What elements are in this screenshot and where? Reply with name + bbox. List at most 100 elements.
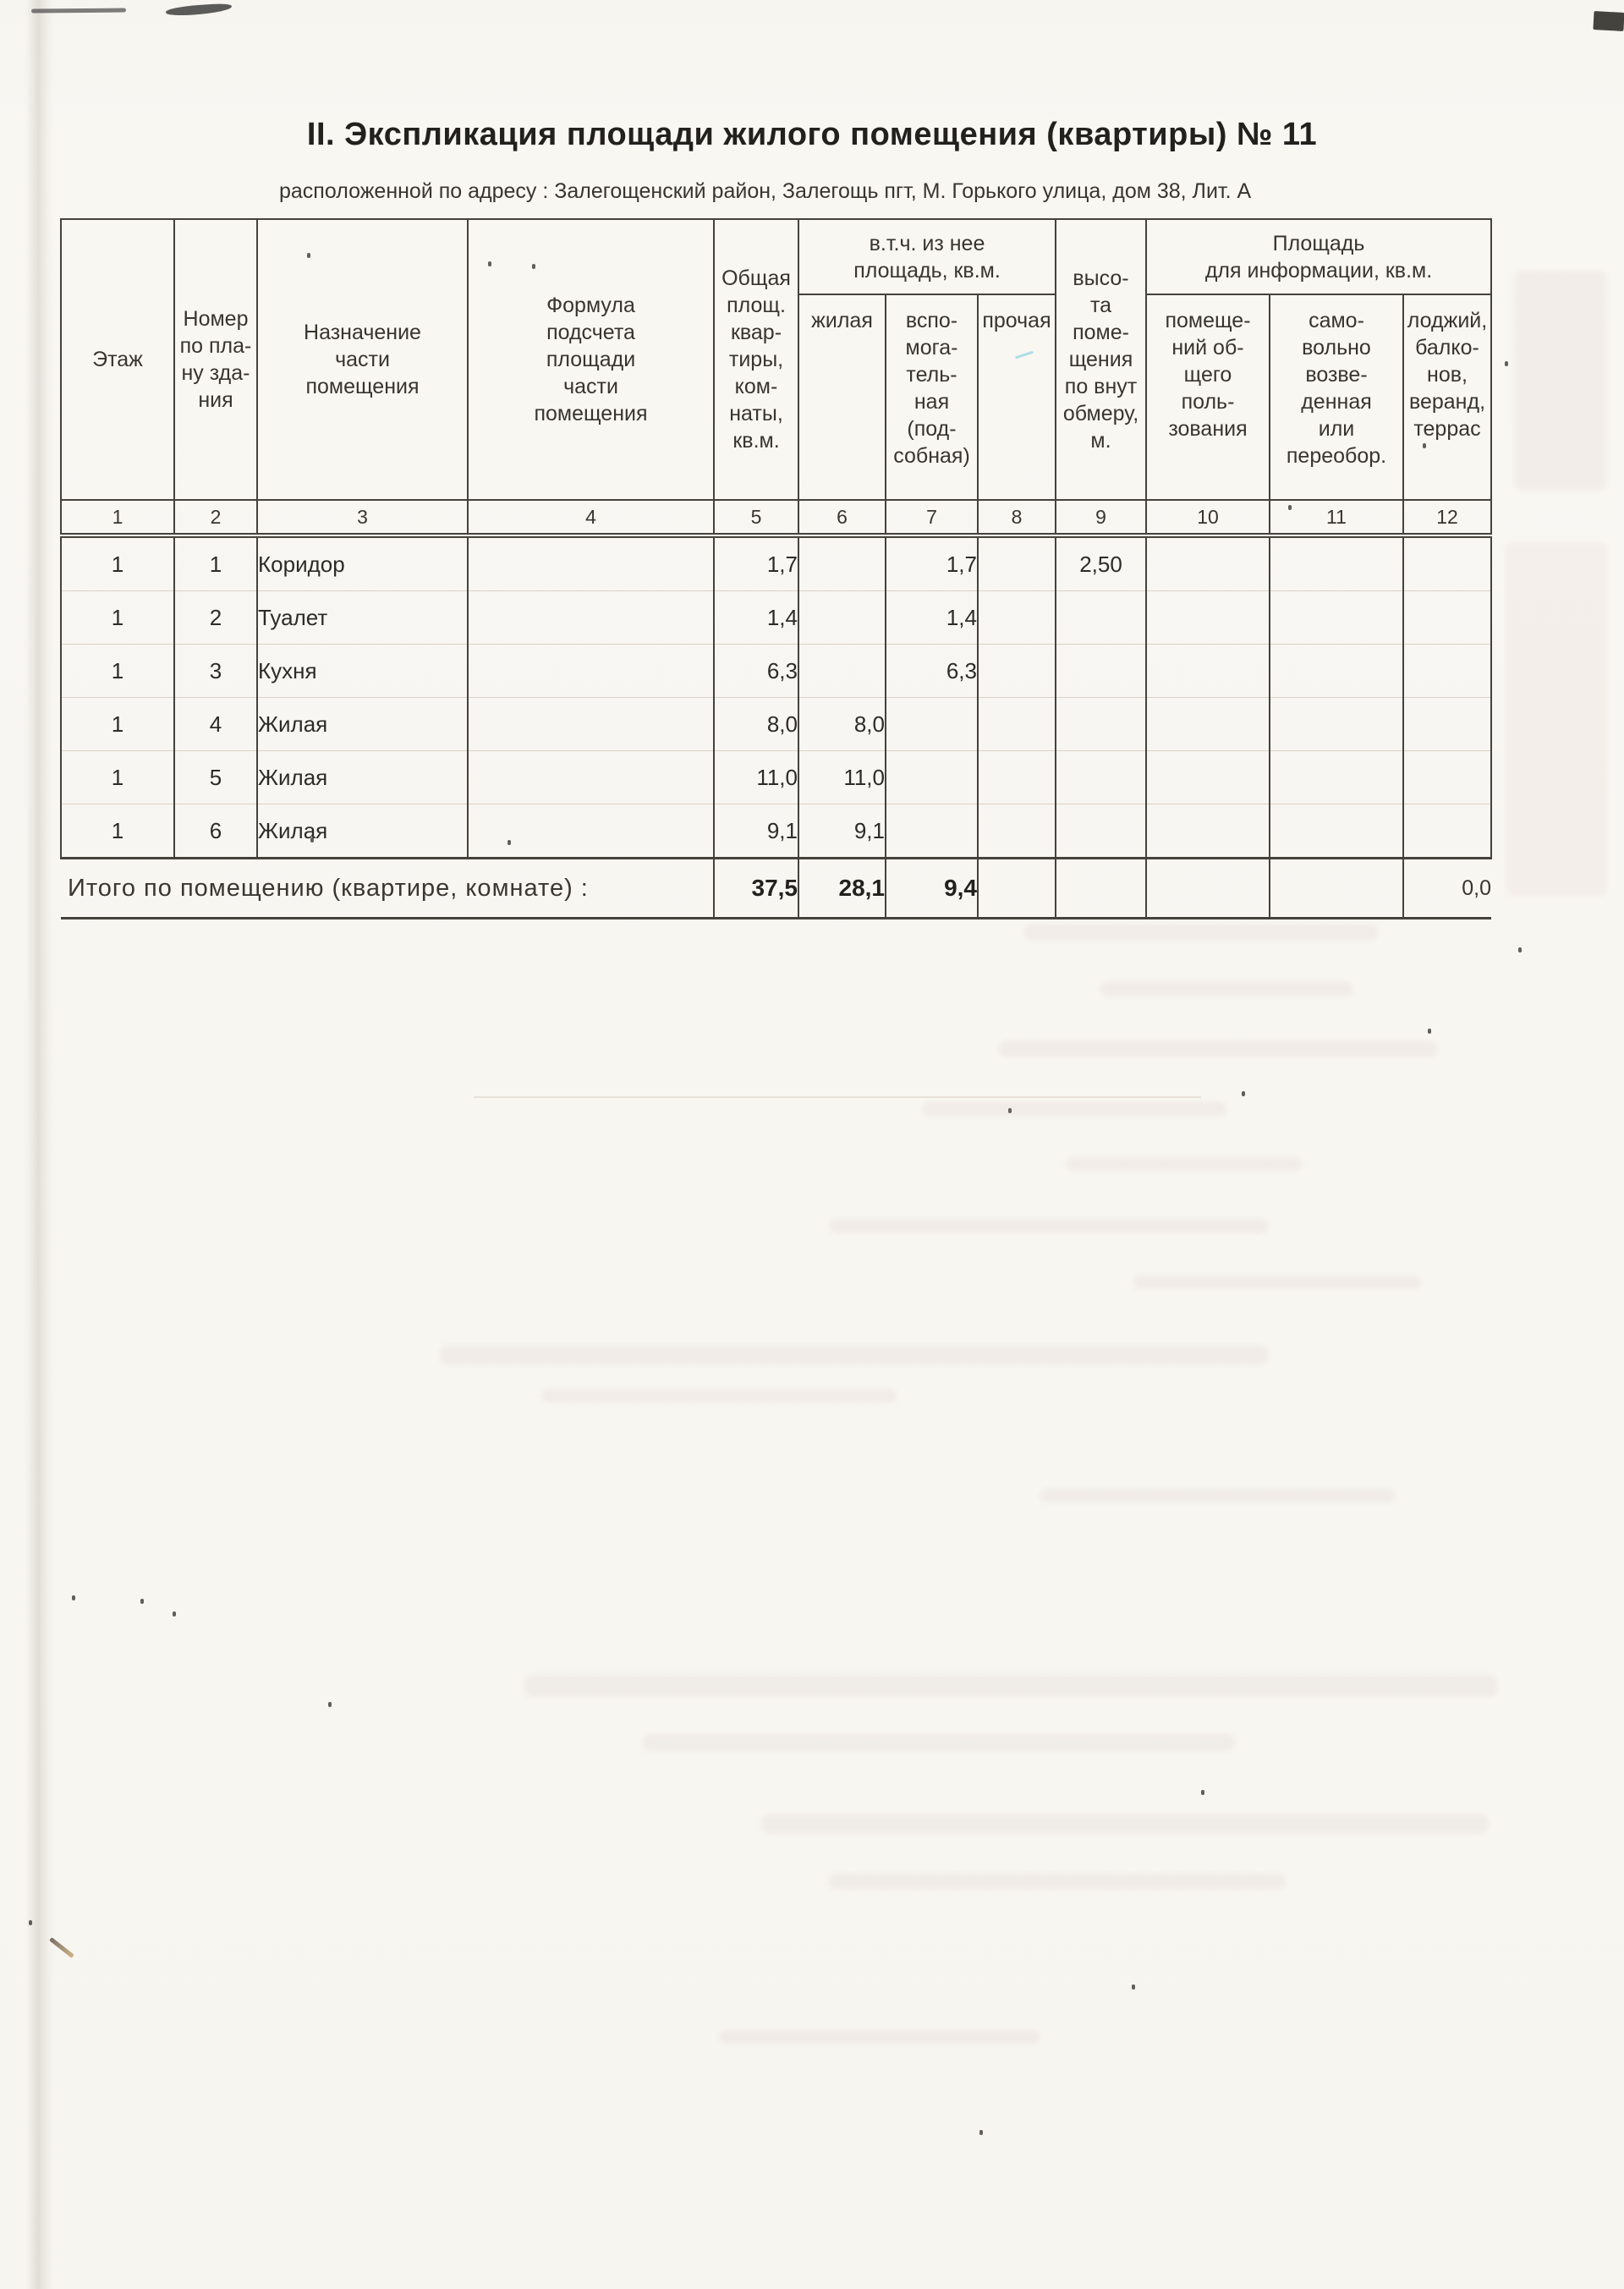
cell-common-use: [1145, 697, 1270, 751]
totals-auxiliary: 9,4: [885, 857, 979, 919]
totals-height: [1055, 857, 1147, 919]
cell-height: [1055, 644, 1147, 698]
header-formula: Формула подсчета площади части помещения: [467, 218, 715, 501]
header-purpose: Назначение части помещения: [256, 218, 469, 501]
cell-total-area: 9,1: [713, 804, 799, 859]
cell-formula: [467, 697, 715, 751]
cell-formula: [467, 590, 715, 645]
totals-label: Итого по помещению (квартире, комнате) :: [61, 857, 715, 919]
bleed-through-artifact: [719, 2030, 1040, 2044]
cell-purpose: Жилая: [256, 804, 469, 859]
table-row: 1 1 Коридор 1,7 1,7 2,50: [60, 535, 1493, 591]
cell-living: [798, 535, 886, 591]
ink-speck: [979, 2130, 983, 2135]
column-number: 4: [467, 499, 715, 538]
bleed-through-artifact: [1023, 924, 1379, 941]
cell-living: [798, 590, 886, 645]
bleed-through-artifact: [1100, 981, 1353, 996]
cell-purpose: Туалет: [256, 590, 469, 645]
cell-unauthorized: [1269, 804, 1404, 859]
cell-other: [977, 697, 1056, 751]
bleed-through-artifact: [922, 1101, 1226, 1117]
cell-floor: 1: [60, 750, 175, 804]
ink-speck: [140, 1599, 144, 1604]
bleed-through-artifact: [1066, 1157, 1303, 1171]
bleed-through-artifact: [524, 1675, 1497, 1697]
ink-speck: [488, 261, 491, 266]
cell-common-use: [1145, 535, 1270, 591]
table-row: 1 6 Жилая 9,1 9,1: [60, 804, 1493, 859]
cell-purpose: Кухня: [256, 644, 469, 698]
ink-speck: [310, 837, 314, 843]
cell-balconies: [1402, 804, 1493, 859]
ink-speck: [1132, 1984, 1135, 1990]
scan-edge-line: [30, 8, 127, 14]
ink-speck: [1423, 443, 1426, 448]
header-group-including: в.т.ч. из нее площадь, кв.м.: [798, 218, 1056, 295]
column-number: 2: [173, 499, 258, 538]
cell-floor: 1: [60, 804, 175, 859]
cell-unauthorized: [1269, 644, 1404, 698]
column-number: 9: [1055, 499, 1147, 538]
cell-total-area: 11,0: [713, 750, 799, 804]
cell-other: [977, 750, 1056, 804]
header-auxiliary: вспо- мога- тель- ная (под- собная): [885, 294, 979, 501]
explication-table: Этаж Номер по пла- ну зда- ния Назначени…: [60, 218, 1493, 919]
cell-floor: 1: [60, 590, 175, 645]
cell-living: [798, 644, 886, 698]
cell-height: 2,50: [1055, 535, 1147, 591]
cell-plan-number: 5: [173, 750, 258, 804]
cell-purpose: Жилая: [256, 697, 469, 751]
cell-balconies: [1402, 590, 1493, 645]
ink-speck: [29, 1920, 32, 1925]
cell-auxiliary: [885, 697, 979, 751]
cell-auxiliary: [885, 750, 979, 804]
header-balconies: лоджий, балко- нов, веранд, террас: [1402, 294, 1493, 501]
cell-other: [977, 644, 1056, 698]
ink-speck: [173, 1611, 176, 1617]
cell-living: 9,1: [798, 804, 886, 859]
cell-common-use: [1145, 804, 1270, 859]
header-group-info-area: Площадь для информации, кв.м.: [1144, 218, 1493, 295]
cell-other: [977, 590, 1056, 645]
cell-living: 11,0: [798, 750, 886, 804]
cell-total-area: 6,3: [713, 644, 799, 698]
ink-speck: [1505, 361, 1508, 366]
cell-floor: 1: [60, 644, 175, 698]
ink-speck: [1288, 505, 1292, 510]
header-unauthorized: само- вольно возве- денная или переобор.: [1269, 294, 1404, 501]
totals-common-use: [1145, 857, 1270, 919]
header-plan-number: Номер по пла- ну зда- ния: [173, 218, 258, 501]
cell-formula: [467, 750, 715, 804]
cell-unauthorized: [1269, 697, 1404, 751]
ink-speck: [532, 264, 535, 269]
ink-speck: [1201, 1790, 1204, 1795]
totals-unauthorized: [1269, 857, 1404, 919]
ink-speck: [1242, 1091, 1245, 1096]
header-height: высо- та поме- щения по внут обмеру, м.: [1055, 218, 1147, 501]
cell-auxiliary: 1,7: [885, 535, 979, 591]
page-subtitle: расположенной по адресу : Залегощенский …: [279, 179, 1252, 203]
cell-formula: [467, 804, 715, 859]
table-row: 1 5 Жилая 11,0 11,0: [60, 750, 1493, 804]
ink-speck: [1008, 1108, 1012, 1113]
column-number: 1: [60, 499, 175, 538]
bleed-through-artifact: [1514, 271, 1607, 491]
cell-balconies: [1402, 535, 1493, 591]
totals-other: [977, 857, 1056, 919]
cell-height: [1055, 590, 1147, 645]
cell-balconies: [1402, 750, 1493, 804]
paper-crease: [474, 1096, 1201, 1098]
bleed-through-artifact: [1506, 541, 1607, 897]
column-number: 10: [1145, 499, 1270, 538]
bleed-through-artifact: [761, 1814, 1489, 1833]
cell-common-use: [1145, 750, 1270, 804]
cell-plan-number: 1: [173, 535, 258, 591]
cell-formula: [467, 535, 715, 591]
cell-unauthorized: [1269, 535, 1404, 591]
bleed-through-artifact: [1040, 1489, 1396, 1502]
cell-auxiliary: 6,3: [885, 644, 979, 698]
cell-floor: 1: [60, 697, 175, 751]
ink-speck: [72, 1595, 75, 1600]
